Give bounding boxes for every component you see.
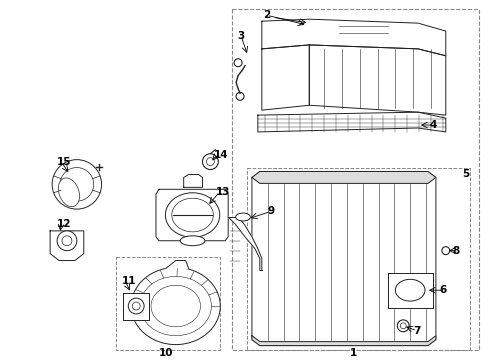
Polygon shape xyxy=(252,336,436,346)
Polygon shape xyxy=(123,293,149,320)
Text: 2: 2 xyxy=(263,10,270,20)
Polygon shape xyxy=(50,231,84,261)
Polygon shape xyxy=(252,171,436,346)
Circle shape xyxy=(57,231,77,251)
Polygon shape xyxy=(156,189,228,241)
Ellipse shape xyxy=(131,267,220,345)
Text: 11: 11 xyxy=(122,276,136,286)
Text: 4: 4 xyxy=(430,120,438,130)
Text: 9: 9 xyxy=(268,206,275,216)
Polygon shape xyxy=(252,171,436,183)
Text: 8: 8 xyxy=(453,246,460,256)
Polygon shape xyxy=(389,273,433,308)
Circle shape xyxy=(60,167,94,201)
Text: 6: 6 xyxy=(440,285,447,295)
Text: 5: 5 xyxy=(463,170,470,180)
Ellipse shape xyxy=(236,213,250,221)
Polygon shape xyxy=(262,19,446,56)
Polygon shape xyxy=(166,261,189,269)
Polygon shape xyxy=(258,112,446,132)
Text: 15: 15 xyxy=(57,157,72,167)
Polygon shape xyxy=(262,45,309,110)
Text: 1: 1 xyxy=(350,347,357,357)
Ellipse shape xyxy=(180,236,205,246)
Text: 3: 3 xyxy=(237,31,245,41)
Circle shape xyxy=(202,154,218,170)
Circle shape xyxy=(442,247,450,255)
Circle shape xyxy=(397,320,409,332)
Polygon shape xyxy=(309,45,446,115)
Text: 7: 7 xyxy=(413,326,420,336)
Ellipse shape xyxy=(58,178,79,207)
Circle shape xyxy=(52,159,101,209)
Text: 10: 10 xyxy=(159,347,173,357)
Ellipse shape xyxy=(166,193,220,237)
Text: 13: 13 xyxy=(215,187,230,197)
Polygon shape xyxy=(184,175,202,187)
Polygon shape xyxy=(228,217,262,270)
Text: 12: 12 xyxy=(57,219,72,229)
Text: 14: 14 xyxy=(213,150,228,160)
